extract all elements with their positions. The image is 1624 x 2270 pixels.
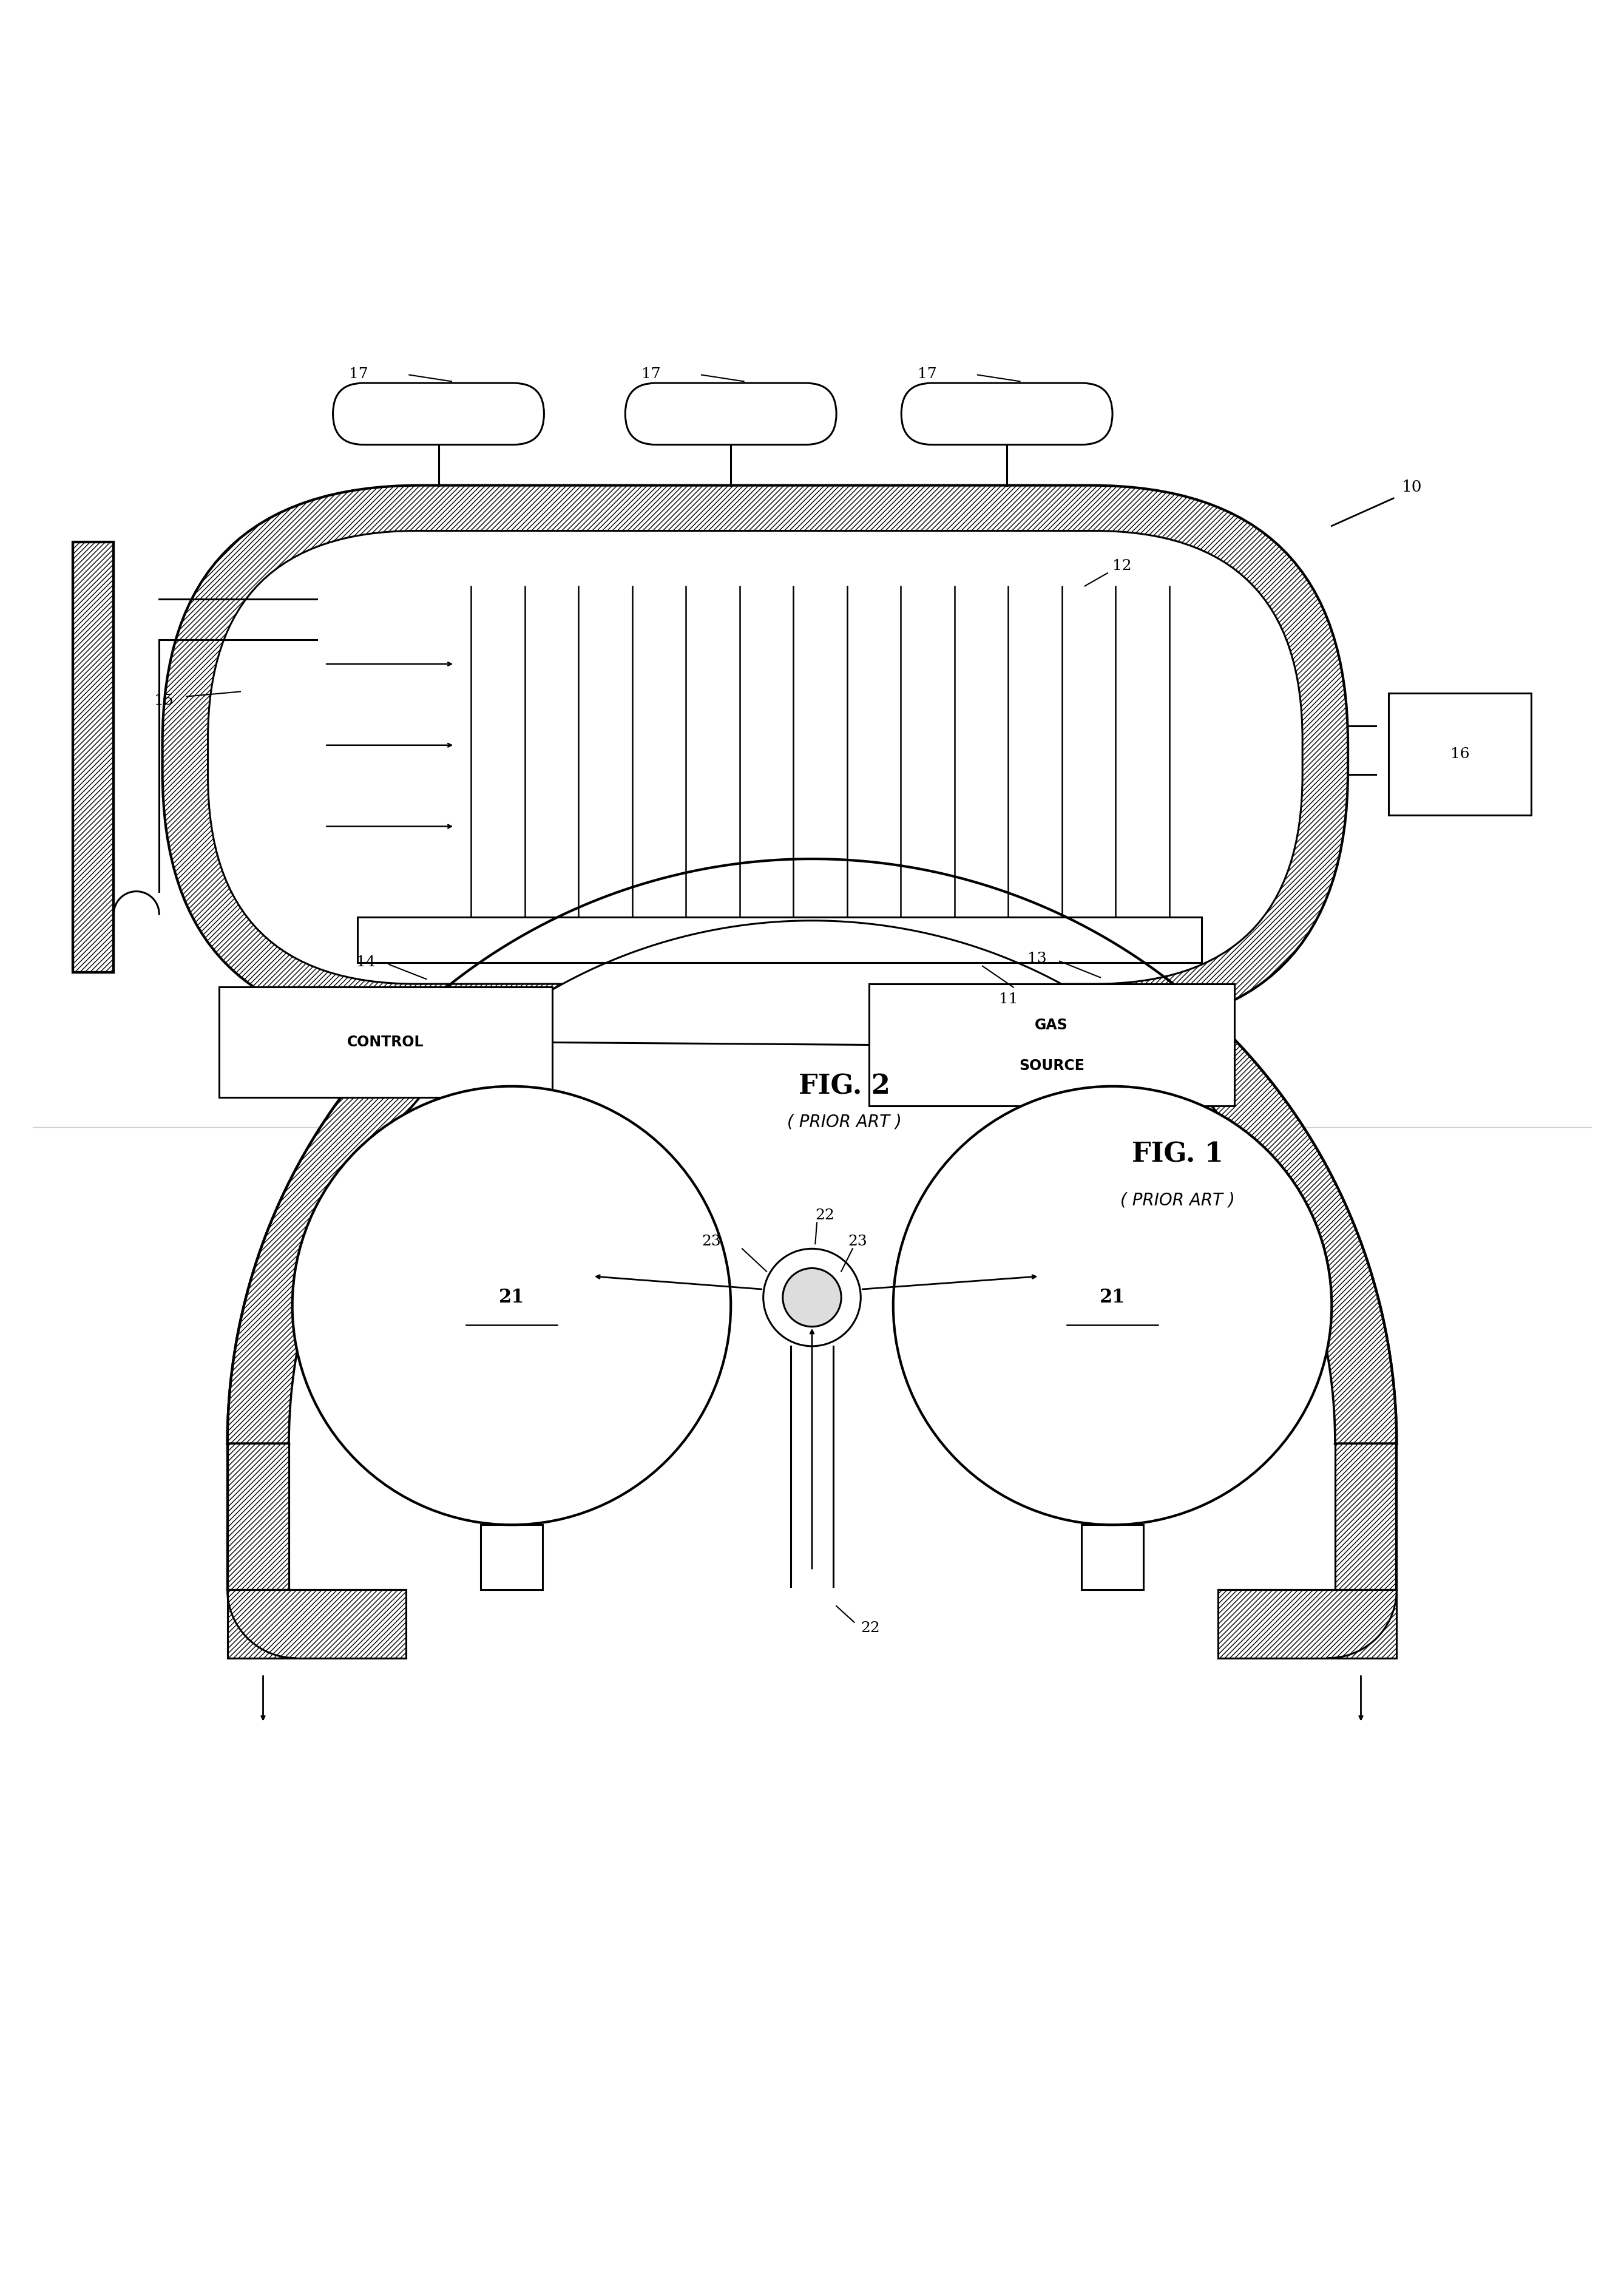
Bar bbox=[227, 1589, 406, 1657]
FancyBboxPatch shape bbox=[208, 531, 1302, 983]
Bar bbox=[869, 983, 1234, 1105]
Text: ( PRIOR ART ): ( PRIOR ART ) bbox=[788, 1115, 901, 1130]
Bar bbox=[1335, 1444, 1397, 1589]
Polygon shape bbox=[227, 858, 1397, 1444]
Text: FIG. 1: FIG. 1 bbox=[1132, 1142, 1223, 1167]
FancyBboxPatch shape bbox=[901, 384, 1112, 445]
Bar bbox=[1389, 692, 1531, 815]
Text: FIG. 2: FIG. 2 bbox=[799, 1074, 890, 1099]
Text: 17: 17 bbox=[918, 368, 937, 381]
Bar bbox=[1335, 1444, 1397, 1589]
Polygon shape bbox=[289, 922, 1335, 1444]
Bar bbox=[73, 543, 114, 972]
Bar bbox=[357, 917, 1202, 962]
Text: CONTROL: CONTROL bbox=[348, 1035, 424, 1049]
Text: 21: 21 bbox=[1099, 1287, 1125, 1308]
FancyBboxPatch shape bbox=[625, 384, 836, 445]
Circle shape bbox=[893, 1087, 1332, 1525]
Bar bbox=[227, 1589, 406, 1657]
Text: 22: 22 bbox=[815, 1208, 835, 1224]
Text: 15: 15 bbox=[154, 695, 174, 708]
Text: GAS: GAS bbox=[1034, 1017, 1069, 1033]
Text: 21: 21 bbox=[499, 1287, 525, 1308]
FancyBboxPatch shape bbox=[333, 384, 544, 445]
Bar bbox=[227, 1444, 289, 1589]
Text: 14: 14 bbox=[357, 956, 375, 969]
Text: 22: 22 bbox=[861, 1621, 880, 1634]
Text: 17: 17 bbox=[349, 368, 369, 381]
Bar bbox=[1082, 1525, 1143, 1589]
Text: 23: 23 bbox=[702, 1235, 721, 1248]
Text: 16: 16 bbox=[1450, 747, 1470, 760]
Bar bbox=[219, 987, 552, 1099]
Bar bbox=[481, 1525, 542, 1589]
Text: 10: 10 bbox=[1402, 479, 1423, 495]
Text: 17: 17 bbox=[641, 368, 661, 381]
Circle shape bbox=[763, 1248, 861, 1346]
Circle shape bbox=[292, 1087, 731, 1525]
Text: 12: 12 bbox=[1112, 558, 1132, 572]
Bar bbox=[227, 1444, 289, 1589]
Bar bbox=[73, 543, 114, 972]
Text: SOURCE: SOURCE bbox=[1018, 1058, 1085, 1074]
Text: 23: 23 bbox=[848, 1235, 867, 1248]
Text: 11: 11 bbox=[999, 992, 1018, 1006]
FancyBboxPatch shape bbox=[162, 486, 1348, 1028]
Circle shape bbox=[783, 1269, 841, 1326]
Bar bbox=[1218, 1589, 1397, 1657]
Text: 13: 13 bbox=[1028, 951, 1046, 965]
Text: ( PRIOR ART ): ( PRIOR ART ) bbox=[1121, 1192, 1234, 1208]
Bar bbox=[1218, 1589, 1397, 1657]
